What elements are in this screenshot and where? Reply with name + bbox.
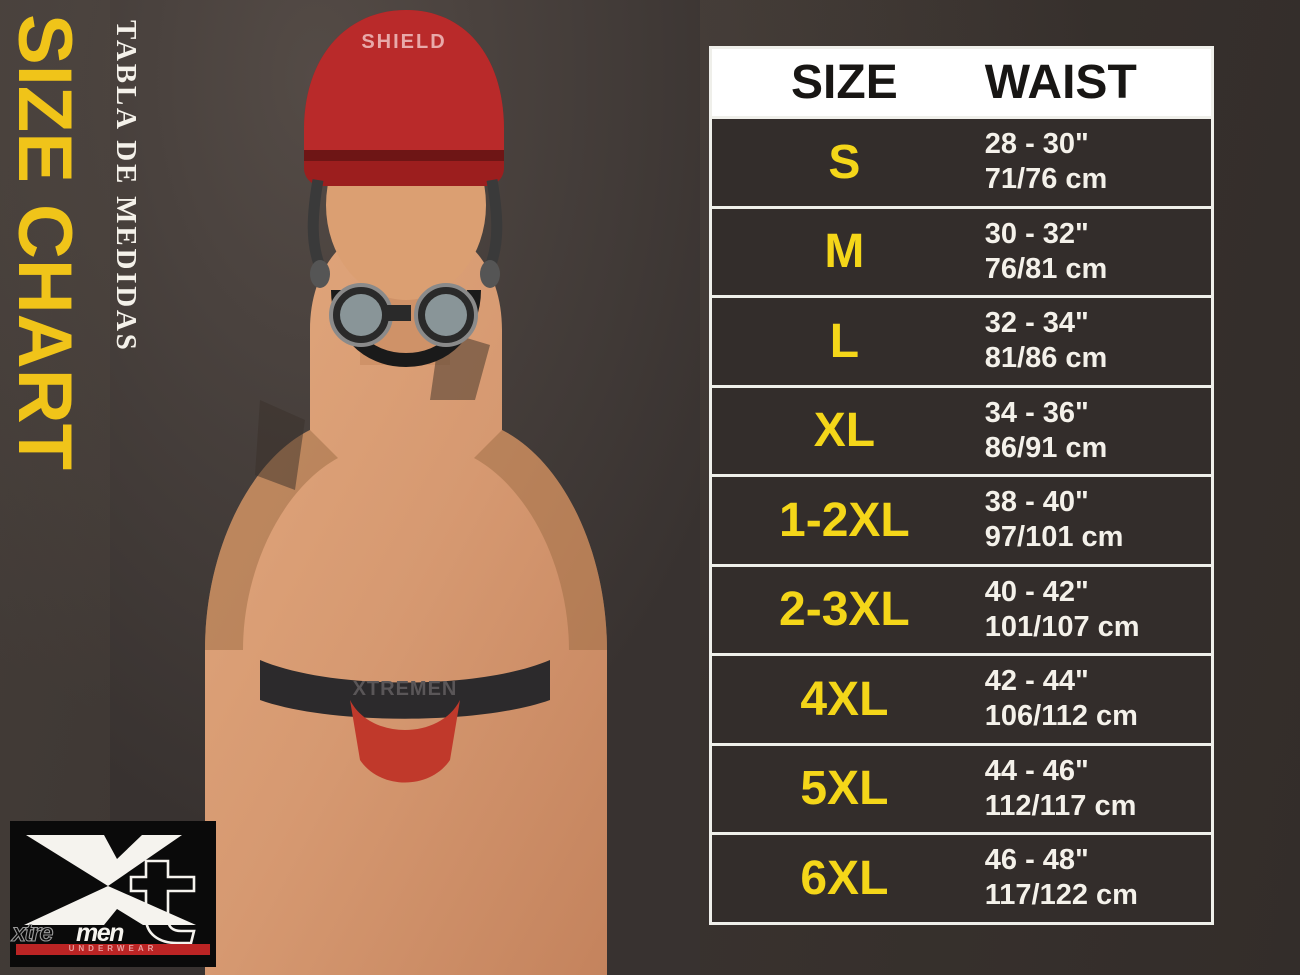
svg-text:SHIELD: SHIELD — [361, 31, 446, 53]
svg-text:XTREMEN: XTREMEN — [353, 678, 458, 700]
